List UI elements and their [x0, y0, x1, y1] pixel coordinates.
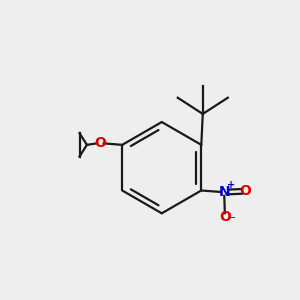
- Text: −: −: [226, 213, 236, 223]
- Text: +: +: [227, 181, 235, 190]
- Text: O: O: [94, 136, 106, 150]
- Text: N: N: [218, 185, 230, 199]
- Text: O: O: [219, 210, 231, 224]
- Text: O: O: [239, 184, 251, 198]
